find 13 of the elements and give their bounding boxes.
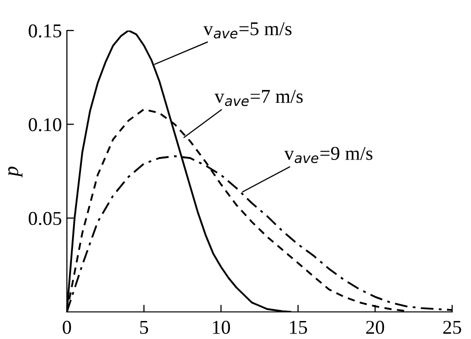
y-axis-title: p	[8, 166, 22, 178]
x-tick-label: 20	[366, 320, 384, 334]
y-tick-label: 0.05	[28, 212, 62, 226]
y-tick-label: 0.10	[28, 118, 62, 132]
annotation: v$_{ave}$=9 m/s	[284, 146, 372, 164]
x-tick-label: 15	[290, 320, 308, 334]
y-tick-label: 0.15	[28, 24, 62, 38]
x-tick-label: 0	[62, 320, 71, 334]
x-tick-label: 25	[443, 320, 462, 334]
x-tick-label: 5	[140, 320, 148, 334]
x-tick-label: 10	[212, 320, 230, 334]
annotation: v$_{ave}$=7 m/s	[214, 90, 303, 106]
annotation: v$_{ave}$=5 m/s	[203, 22, 292, 38]
